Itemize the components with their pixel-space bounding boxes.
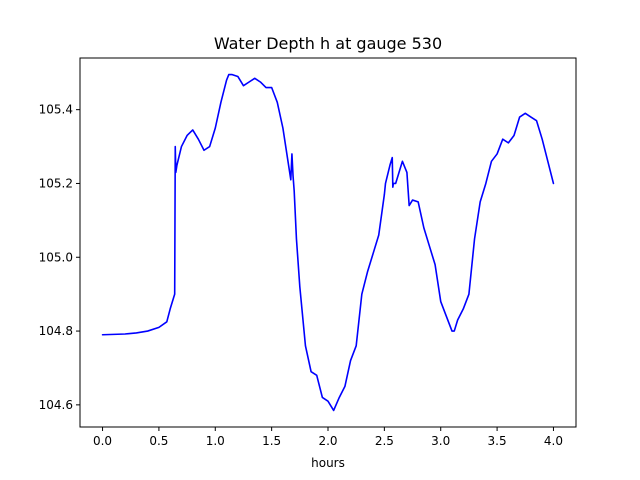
x-tick-label: 1.0 [206,434,225,448]
plot-area [101,73,555,412]
x-tick-label: 3.0 [431,434,450,448]
x-tick-label: 2.0 [318,434,337,448]
y-axis: 104.6 104.8 105.0 105.2 105.4 [39,103,80,412]
series-line [101,73,555,412]
y-tick-label: 105.0 [39,250,73,264]
y-tick-label: 105.4 [39,103,73,117]
y-tick-label: 104.6 [39,398,73,412]
x-axis-label: hours [311,456,345,470]
x-tick-label: 4.0 [544,434,563,448]
axes-frame [79,57,577,428]
x-tick-label: 2.5 [375,434,394,448]
x-tick-label: 0.0 [93,434,112,448]
y-tick-label: 104.8 [39,324,73,338]
x-tick-label: 0.5 [149,434,168,448]
x-tick-label: 3.5 [488,434,507,448]
chart-title: Water Depth h at gauge 530 [214,34,442,53]
x-tick-label: 1.5 [262,434,281,448]
x-axis: 0.0 0.5 1.0 1.5 2.0 2.5 3.0 3.5 4.0 [93,427,563,448]
y-tick-label: 105.2 [39,176,73,190]
